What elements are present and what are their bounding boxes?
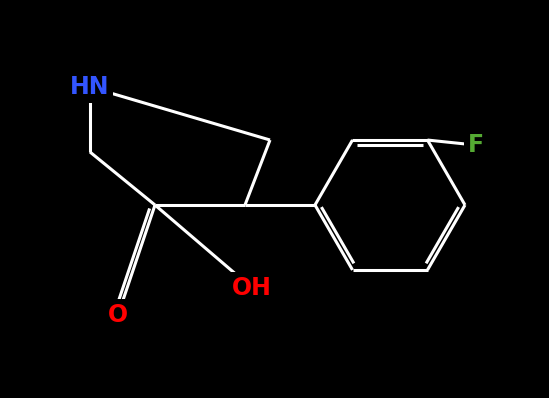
Text: F: F xyxy=(467,133,484,157)
Text: O: O xyxy=(108,303,128,327)
Text: OH: OH xyxy=(232,276,272,300)
Text: HN: HN xyxy=(70,75,110,99)
